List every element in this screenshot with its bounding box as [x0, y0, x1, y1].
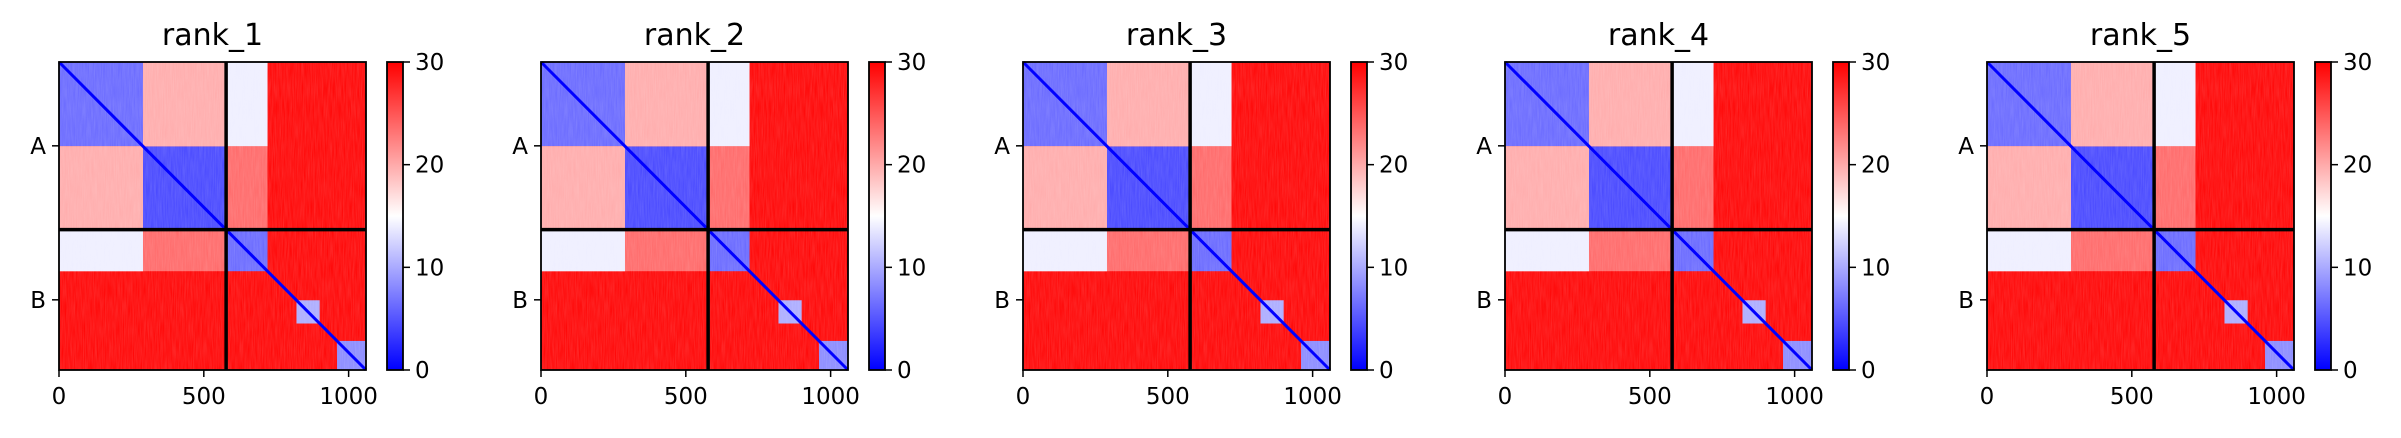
x-tick-label: 0 — [52, 384, 67, 410]
heatmap-panel-3: rank_3 0 500 1000 A B 0 10 20 30 — [994, 18, 1408, 410]
x-tick-label: 0 — [534, 384, 549, 410]
colorbar-tick-label: 20 — [897, 153, 926, 179]
colorbar — [387, 62, 403, 370]
heatmap-diagonal — [1021, 60, 1332, 372]
heatmap-diagonal — [1985, 60, 2296, 372]
heatmap-panel-5: rank_5 0 500 1000 A B 0 10 20 30 — [1958, 18, 2372, 410]
colorbar-tick-label: 0 — [2343, 358, 2358, 384]
panel-title: rank_5 — [2090, 18, 2191, 53]
y-segment-label: B — [1958, 288, 1974, 314]
y-segment-label: B — [994, 288, 1010, 314]
colorbar-tick-label: 30 — [897, 50, 926, 76]
y-segment-label: B — [30, 288, 46, 314]
heatmap-diagonal — [1503, 60, 1814, 372]
x-tick-label: 500 — [1146, 384, 1190, 410]
x-tick-label: 1000 — [1283, 384, 1342, 410]
x-tick-label: 0 — [1016, 384, 1031, 410]
colorbar-frame — [1832, 61, 1850, 371]
heatmap-frame — [58, 61, 367, 371]
colorbar-tick-label: 10 — [1379, 255, 1408, 281]
panel-title: rank_2 — [644, 18, 745, 53]
colorbar-tick-label: 20 — [415, 153, 444, 179]
y-segment-label: A — [512, 134, 528, 160]
colorbar-tick-label: 10 — [2343, 255, 2372, 281]
colorbar-tick-label: 30 — [1379, 50, 1408, 76]
y-segment-label: A — [30, 134, 46, 160]
x-tick-label: 500 — [664, 384, 708, 410]
colorbar-frame — [386, 61, 404, 371]
x-tick-label: 0 — [1980, 384, 1995, 410]
colorbar-tick-label: 0 — [1861, 358, 1876, 384]
colorbar-frame — [868, 61, 886, 371]
colorbar — [1351, 62, 1367, 370]
y-segment-label: A — [1476, 134, 1492, 160]
colorbar-tick-label: 20 — [2343, 153, 2372, 179]
colorbar-tick-label: 10 — [415, 255, 444, 281]
x-tick-label: 1000 — [801, 384, 860, 410]
x-tick-label: 1000 — [319, 384, 378, 410]
colorbar-frame — [1350, 61, 1368, 371]
colorbar — [1833, 62, 1849, 370]
colorbar-tick-label: 10 — [1861, 255, 1890, 281]
panel-title: rank_4 — [1608, 18, 1709, 53]
colorbar-tick-label: 0 — [415, 358, 430, 384]
heatmap-panel-1: rank_1 0 500 1000 A B 0 10 20 30 — [30, 18, 444, 410]
heatmap-diagonal — [539, 60, 850, 372]
x-tick-label: 500 — [2110, 384, 2154, 410]
colorbar-tick-label: 30 — [2343, 50, 2372, 76]
heatmap-frame — [1022, 61, 1331, 371]
panel-title: rank_1 — [162, 18, 263, 53]
y-segment-label: B — [512, 288, 528, 314]
y-segment-label: B — [1476, 288, 1492, 314]
colorbar-tick-label: 10 — [897, 255, 926, 281]
heatmap-frame — [540, 61, 849, 371]
colorbar-tick-label: 20 — [1379, 153, 1408, 179]
heatmap-frame — [1504, 61, 1813, 371]
y-segment-label: A — [1958, 134, 1974, 160]
x-tick-label: 500 — [182, 384, 226, 410]
x-tick-label: 0 — [1498, 384, 1513, 410]
colorbar-tick-label: 30 — [1861, 50, 1890, 76]
y-segment-label: A — [994, 134, 1010, 160]
x-tick-label: 1000 — [2247, 384, 2306, 410]
panel-title: rank_3 — [1126, 18, 1227, 53]
heatmap-diagonal — [57, 60, 368, 372]
colorbar — [2315, 62, 2331, 370]
colorbar-frame — [2314, 61, 2332, 371]
colorbar-tick-label: 30 — [415, 50, 444, 76]
x-tick-label: 1000 — [1765, 384, 1824, 410]
heatmap-panel-2: rank_2 0 500 1000 A B 0 10 20 30 — [512, 18, 926, 410]
heatmap-frame — [1986, 61, 2295, 371]
x-tick-label: 500 — [1628, 384, 1672, 410]
colorbar-tick-label: 0 — [1379, 358, 1394, 384]
heatmap-panel-4: rank_4 0 500 1000 A B 0 10 20 30 — [1476, 18, 1890, 410]
colorbar-tick-label: 0 — [897, 358, 912, 384]
colorbar-tick-label: 20 — [1861, 153, 1890, 179]
colorbar — [869, 62, 885, 370]
